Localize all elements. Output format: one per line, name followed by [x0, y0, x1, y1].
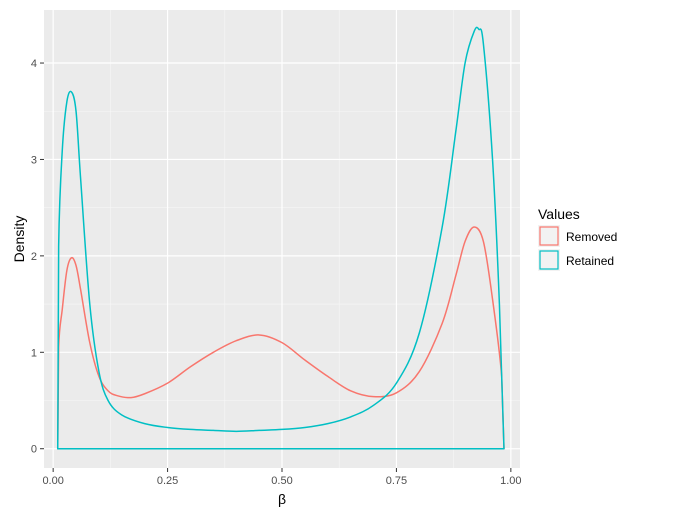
x-tick-label: 0.50 — [271, 475, 292, 487]
y-axis: 0 1 2 3 4 — [31, 58, 44, 456]
y-axis-title: Density — [11, 216, 27, 263]
legend: Values Removed Retained — [538, 206, 617, 271]
y-tick-label: 3 — [31, 154, 37, 166]
x-axis-title: β — [278, 491, 286, 507]
x-tick-label: 0.75 — [386, 475, 407, 487]
y-tick-label: 0 — [31, 444, 37, 456]
x-tick-label: 0.25 — [157, 475, 178, 487]
y-tick-label: 1 — [31, 347, 37, 359]
y-tick-label: 4 — [31, 58, 37, 70]
y-tick-label: 2 — [31, 251, 37, 263]
legend-key-removed — [539, 226, 559, 246]
legend-label-retained: Retained — [566, 254, 614, 268]
series-layer — [56, 26, 505, 450]
x-tick-label: 0.00 — [42, 475, 63, 487]
legend-key-retained — [539, 250, 559, 270]
legend-title: Values — [538, 206, 580, 222]
x-axis: 0.00 0.25 0.50 0.75 1.00 — [42, 468, 522, 487]
x-tick-label: 1.00 — [500, 475, 521, 487]
series-line-removed — [56, 226, 505, 450]
legend-label-removed: Removed — [566, 230, 617, 244]
series-line-retained — [56, 26, 505, 450]
legend-items: Removed Retained — [538, 225, 617, 271]
